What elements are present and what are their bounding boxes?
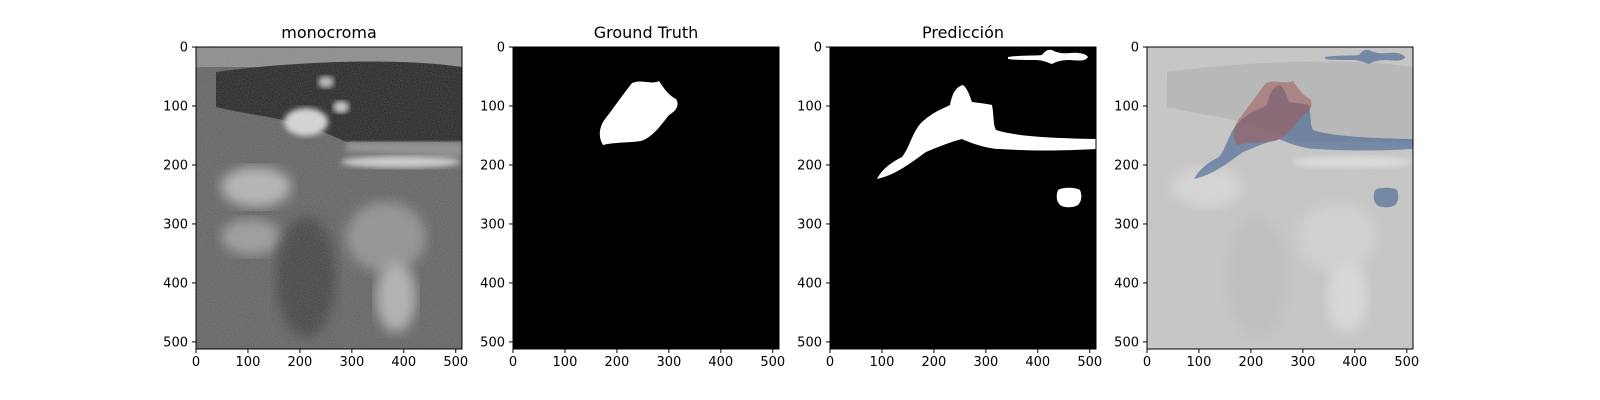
x-axis: 0 100 200 300 400 500: [509, 349, 785, 370]
x-tick-label: 100: [1187, 355, 1212, 370]
y-axis: 0 100 200 300 400 500: [163, 41, 196, 350]
x-tick-label: 200: [604, 355, 629, 370]
x-axis: 0 100 200 300 400 500: [826, 349, 1102, 370]
y-tick-label: 300: [1114, 217, 1139, 232]
prediction-region-small: [1056, 187, 1082, 208]
ultrasound-image: [196, 47, 462, 349]
x-axis: 0 100 200 300 400 500: [1143, 349, 1419, 370]
y-tick-label: 200: [480, 158, 505, 173]
panel-overlay: 0 100 200 300 400 500 0 100 200 300 400 500: [1114, 41, 1419, 371]
x-tick-label: 300: [339, 355, 364, 370]
x-tick-label: 500: [443, 355, 468, 370]
x-tick-label: 0: [509, 355, 517, 370]
x-tick-label: 400: [1342, 355, 1367, 370]
y-tick-label: 500: [1114, 335, 1139, 350]
panel-title: Ground Truth: [594, 23, 699, 42]
y-tick-label: 0: [814, 41, 822, 56]
y-tick-label: 400: [480, 276, 505, 291]
panel-ground-truth: Ground Truth 0 100 200 300 400 500 0 100 200 300…: [480, 23, 785, 370]
x-tick-label: 0: [1143, 355, 1151, 370]
x-tick-label: 300: [1290, 355, 1315, 370]
x-tick-label: 500: [760, 355, 785, 370]
x-tick-label: 0: [192, 355, 200, 370]
x-tick-label: 0: [826, 355, 834, 370]
x-tick-label: 200: [287, 355, 312, 370]
panel-monocroma: monocroma 0 100 200 300 400 500 0 100 200 300 400…: [163, 23, 468, 370]
prediction-region-main: [877, 85, 1096, 179]
y-tick-label: 100: [163, 99, 188, 114]
y-tick-label: 100: [797, 99, 822, 114]
overlay-prediction-main: [1194, 85, 1413, 179]
y-tick-label: 400: [1114, 276, 1139, 291]
panel-title: monocroma: [281, 23, 377, 42]
panel-prediccion: Predicción 0 100 200 300 400 500 0 100 200 300 40…: [797, 23, 1102, 370]
y-tick-label: 0: [1131, 41, 1139, 56]
x-tick-label: 100: [236, 355, 261, 370]
y-tick-label: 100: [480, 99, 505, 114]
panel-title: Predicción: [922, 23, 1004, 42]
x-tick-label: 300: [656, 355, 681, 370]
y-axis: 0 100 200 300 400 500: [480, 41, 513, 350]
y-tick-label: 300: [480, 217, 505, 232]
overlay-prediction-small: [1373, 187, 1399, 208]
x-tick-label: 100: [870, 355, 895, 370]
y-tick-label: 500: [797, 335, 822, 350]
y-tick-label: 0: [497, 41, 505, 56]
y-tick-label: 0: [180, 41, 188, 56]
prediction-region-top: [1008, 49, 1088, 64]
x-tick-label: 400: [391, 355, 416, 370]
x-tick-label: 100: [553, 355, 578, 370]
y-tick-label: 500: [480, 335, 505, 350]
x-tick-label: 400: [708, 355, 733, 370]
y-tick-label: 200: [163, 158, 188, 173]
x-axis: 0 100 200 300 400 500: [192, 349, 468, 370]
y-tick-label: 300: [163, 217, 188, 232]
x-tick-label: 500: [1077, 355, 1102, 370]
y-tick-label: 100: [1114, 99, 1139, 114]
y-tick-label: 400: [163, 276, 188, 291]
y-tick-label: 500: [163, 335, 188, 350]
y-tick-label: 200: [1114, 158, 1139, 173]
x-tick-label: 500: [1394, 355, 1419, 370]
x-tick-label: 200: [1238, 355, 1263, 370]
overlay-base-image: [1147, 47, 1413, 349]
overlay-ground-truth: [1233, 81, 1312, 145]
y-tick-label: 200: [797, 158, 822, 173]
y-axis: 0 100 200 300 400 500: [797, 41, 830, 350]
ground-truth-region: [599, 81, 678, 145]
y-tick-label: 300: [797, 217, 822, 232]
y-tick-label: 400: [797, 276, 822, 291]
overlay-prediction-top: [1325, 49, 1405, 64]
x-tick-label: 200: [921, 355, 946, 370]
x-tick-label: 300: [973, 355, 998, 370]
y-axis: 0 100 200 300 400 500: [1114, 41, 1147, 350]
x-tick-label: 400: [1025, 355, 1050, 370]
